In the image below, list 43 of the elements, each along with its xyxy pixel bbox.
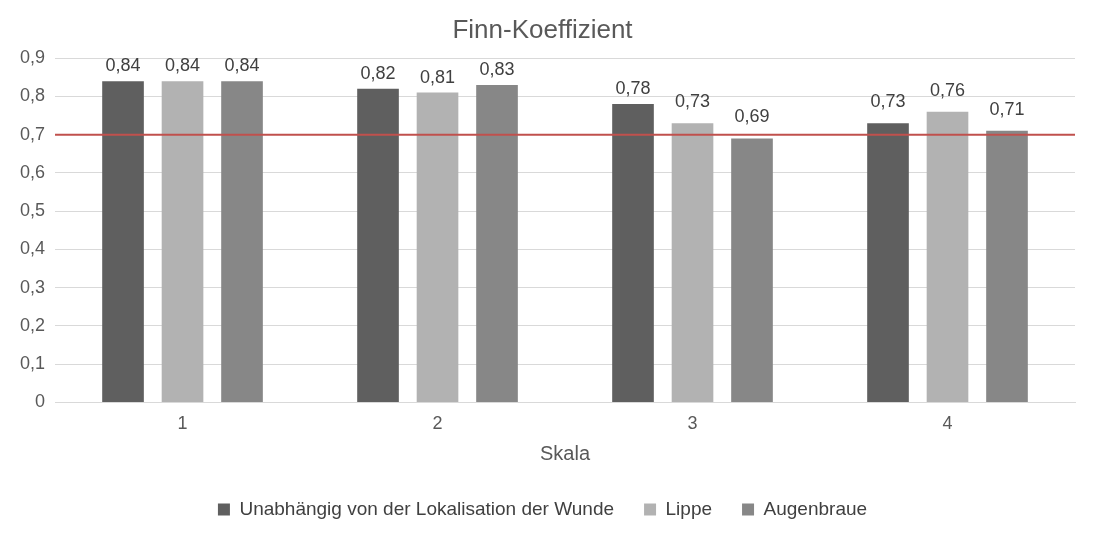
legend-label: Lippe xyxy=(665,497,713,519)
legend-label: Unabhängig von der Lokalisation der Wunde xyxy=(239,497,615,519)
y-tick-label: 0,6 xyxy=(19,161,46,182)
bar xyxy=(612,104,654,402)
data-label: 0,78 xyxy=(615,78,651,99)
y-tick-label: 0,9 xyxy=(19,47,46,68)
data-label: 0,82 xyxy=(360,62,396,83)
bar xyxy=(357,88,399,402)
x-tick-label: 3 xyxy=(687,413,698,434)
data-label: 0,83 xyxy=(479,58,515,79)
bar xyxy=(926,111,969,402)
bar xyxy=(416,92,459,402)
y-tick-label: 0 xyxy=(35,391,46,412)
data-label: 0,81 xyxy=(419,66,456,87)
data-label: 0,84 xyxy=(224,55,260,76)
y-tick-label: 0,7 xyxy=(19,123,46,144)
bar xyxy=(476,84,518,402)
bar xyxy=(161,81,204,402)
data-label: 0,84 xyxy=(165,55,201,76)
y-tick-label: 0,4 xyxy=(19,238,46,259)
x-tick-label: 2 xyxy=(432,413,443,434)
data-label: 0,73 xyxy=(674,91,711,112)
x-tick-label: 4 xyxy=(942,413,953,434)
data-label: 0,76 xyxy=(929,79,966,100)
bar xyxy=(102,81,144,402)
chart-title: Finn-Koeffizient xyxy=(452,13,634,44)
y-tick-label: 0,5 xyxy=(19,200,46,221)
bar xyxy=(986,130,1028,402)
y-tick-label: 0,8 xyxy=(19,85,46,106)
bar xyxy=(221,81,263,402)
x-tick-label: 1 xyxy=(177,413,188,434)
legend-label: Augenbraue xyxy=(763,497,868,519)
bar xyxy=(731,138,773,402)
y-tick-label: 0,3 xyxy=(19,276,46,297)
data-label: 0,71 xyxy=(989,98,1025,119)
data-label: 0,73 xyxy=(870,91,906,112)
data-label: 0,69 xyxy=(734,106,770,127)
bar xyxy=(671,123,714,402)
bar xyxy=(867,123,909,402)
y-tick-label: 0,1 xyxy=(19,353,46,374)
y-tick-label: 0,2 xyxy=(19,314,46,335)
x-axis-title: Skala xyxy=(540,441,591,464)
data-label: 0,84 xyxy=(105,55,141,76)
